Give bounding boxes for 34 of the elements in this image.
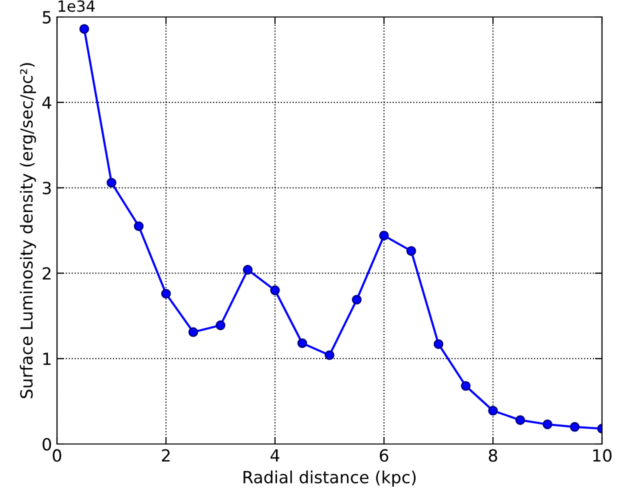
x-tick-label: 4 <box>270 449 280 462</box>
point <box>106 178 116 188</box>
point <box>570 422 580 432</box>
x-tick-label: 0 <box>52 449 62 462</box>
x-tick-label: 6 <box>380 449 388 462</box>
point <box>460 381 471 391</box>
point <box>242 264 253 275</box>
y-tick-label: 3 <box>42 182 51 194</box>
x-axis-title: Radial distance (kpc) <box>244 470 416 487</box>
point <box>270 285 280 296</box>
point <box>352 294 362 305</box>
point <box>542 419 552 430</box>
x-tick-label: 2 <box>162 449 170 462</box>
point <box>297 338 308 348</box>
point <box>79 24 90 34</box>
y-tick-label: 4 <box>42 96 52 109</box>
y-tick-label: 1 <box>43 352 51 365</box>
point <box>515 415 526 425</box>
point <box>134 221 144 232</box>
point <box>434 339 444 349</box>
point <box>324 350 334 360</box>
point <box>488 406 498 416</box>
point <box>216 320 226 330</box>
y-tick-label: 0 <box>42 438 52 451</box>
y-axis-title: Surface Luminosity density (erg/sec/pc²) <box>20 63 36 398</box>
point <box>188 327 198 337</box>
point <box>161 288 171 299</box>
x-tick-label: 8 <box>488 449 498 462</box>
y-tick-label: 5 <box>42 11 51 24</box>
text: 1e34 <box>58 0 95 12</box>
x-tick-label: 10 <box>593 449 612 462</box>
point <box>406 246 416 256</box>
point <box>379 230 389 240</box>
y-tick-label: 2 <box>42 267 50 280</box>
